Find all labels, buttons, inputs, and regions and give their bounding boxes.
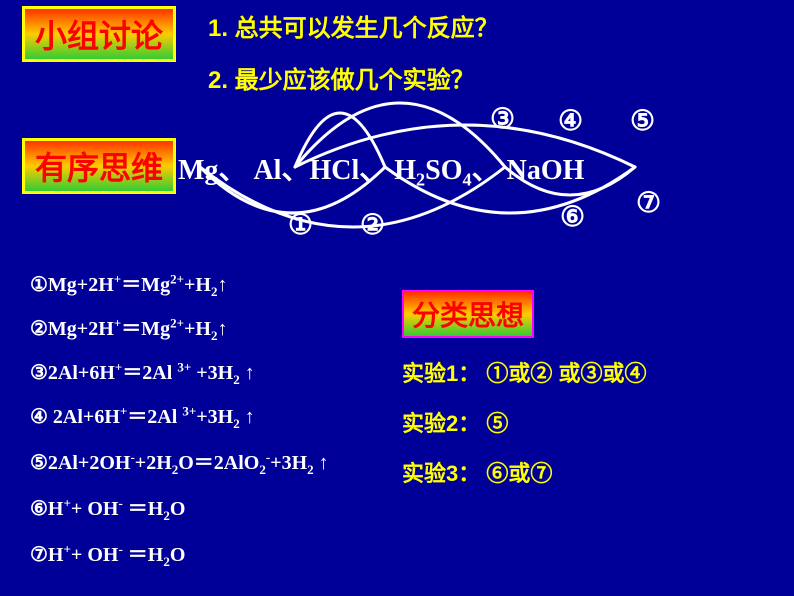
equation-3: ③2Al+6H+＝2Al 3+ +3H2 ↑ (30, 356, 255, 385)
label-c1: ① (288, 208, 313, 242)
label-c3: ③ (490, 102, 515, 136)
equation-7: ⑦H++ OH- ＝H2O (30, 538, 185, 567)
label-c7: ⑦ (636, 186, 661, 220)
experiment-2: 实验2： ⑤ (402, 406, 508, 438)
equation-5: ⑤2Al+2OH-+2H2O＝2AlO2-+3H2 ↑ (30, 446, 329, 475)
question-1: 1. 总共可以发生几个反应？ (208, 8, 499, 43)
equation-6: ⑥H++ OH- ＝H2O (30, 492, 185, 521)
chemical-list: Mg、 Al、HCl、 H2SO4、 NaOH (178, 148, 584, 188)
label-c6: ⑥ (560, 200, 585, 234)
slide: 小组讨论 有序思维 分类思想 1. 总共可以发生几个反应？ 2. 最少应该做几个… (0, 0, 794, 596)
equation-2: ②Mg+2H+＝Mg2++H2↑ (30, 312, 227, 341)
box-ordered: 有序思维 (22, 138, 176, 194)
experiment-1: 实验1： ①或② 或③或④ (402, 356, 646, 388)
experiment-3: 实验3： ⑥或⑦ (402, 456, 552, 488)
equation-4: ④ 2Al+6H+＝2Al 3++3H2 ↑ (30, 400, 255, 429)
question-2: 2. 最少应该做几个实验？ (208, 60, 475, 95)
equation-1: ①Mg+2H+＝Mg2++H2↑ (30, 268, 227, 297)
box-discuss: 小组讨论 (22, 6, 176, 62)
label-c4: ④ (558, 104, 583, 138)
label-c5: ⑤ (630, 104, 655, 138)
label-c2: ② (360, 208, 385, 242)
box-classify: 分类思想 (402, 290, 534, 338)
